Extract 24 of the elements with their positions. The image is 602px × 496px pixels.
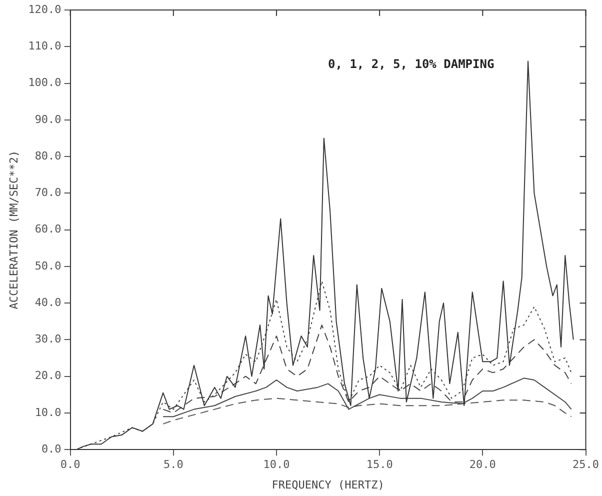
- x-tick-label: 10.0: [263, 458, 290, 472]
- x-tick-label: 15.0: [366, 458, 393, 472]
- y-tick-label: 110.0: [28, 39, 62, 52]
- x-axis-title: FREQUENCY (HERTZ): [272, 478, 384, 492]
- line-series: [80, 280, 572, 448]
- line-series: [162, 398, 572, 424]
- y-tick-label: 0.0: [41, 442, 62, 456]
- y-tick-label: 90.0: [34, 112, 62, 126]
- y-tick-label: 80.0: [34, 149, 62, 162]
- y-tick-label: 20.0: [34, 369, 62, 382]
- y-tick-label: 120.0: [28, 2, 62, 16]
- y-tick-label: 40.0: [34, 296, 62, 309]
- y-tick-label: 70.0: [34, 186, 62, 200]
- y-tick-label: 10.0: [34, 406, 62, 419]
- y-tick-label: 30.0: [34, 332, 62, 346]
- y-tick-label: 50.0: [34, 259, 62, 272]
- x-tick-label: 0.0: [60, 458, 80, 472]
- annotation: 0, 1, 2, 5, 10% DAMPING: [328, 57, 494, 71]
- x-tick-label: 5.0: [163, 458, 184, 472]
- x-tick-label: 20.0: [469, 458, 496, 472]
- x-tick-label: 25.0: [572, 458, 600, 472]
- y-tick-label: 60.0: [34, 222, 62, 236]
- y-tick-label: 100.0: [28, 76, 62, 90]
- y-axis-title: ACCELERATION (MM/SEC**2): [7, 150, 20, 310]
